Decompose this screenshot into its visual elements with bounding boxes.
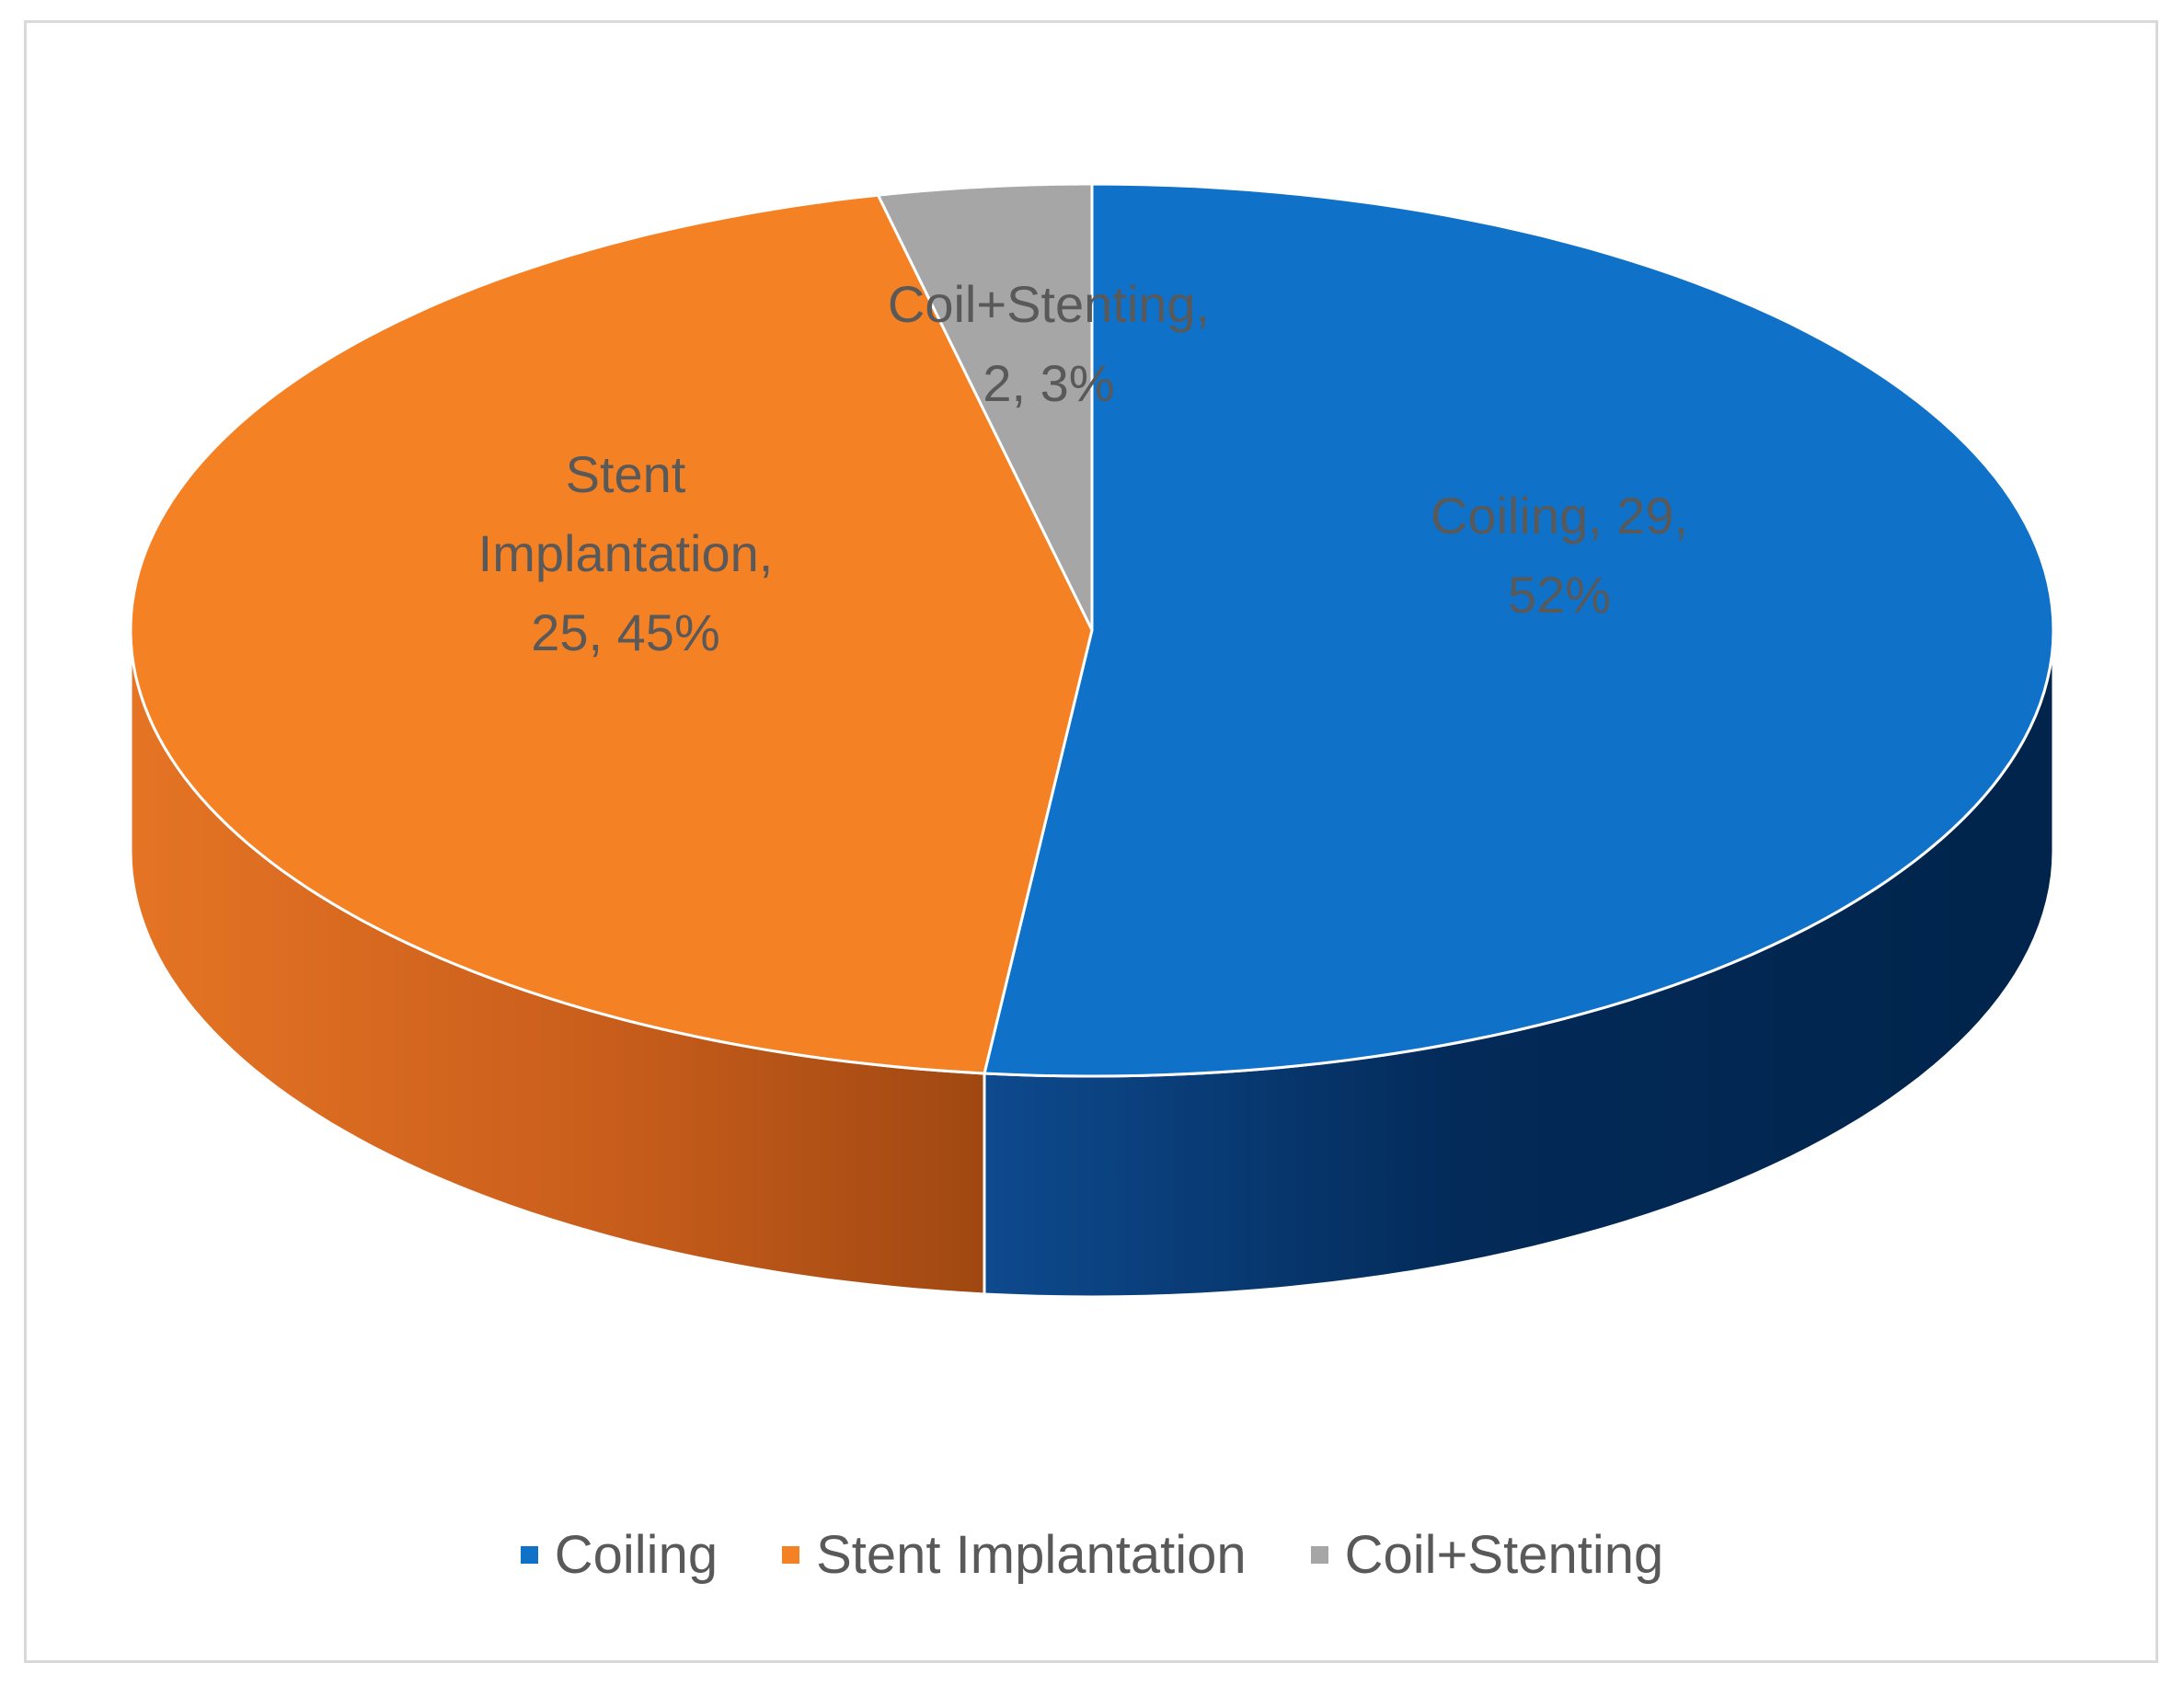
legend: Coiling Stent Implantation Coil+Stenting	[0, 1518, 2184, 1591]
data-label-line: Implantation,	[478, 524, 774, 582]
legend-item-coil-stenting: Coil+Stenting	[1310, 1524, 1664, 1586]
data-label-coil-stenting: Coil+Stenting, 2, 3%	[888, 275, 1210, 412]
legend-swatch-stent-implantation	[782, 1545, 800, 1564]
data-label-line: 2, 3%	[983, 354, 1114, 412]
legend-label-stent-implantation: Stent Implantation	[816, 1524, 1247, 1585]
legend-item-coiling: Coiling	[520, 1524, 718, 1586]
legend-label-coil-stenting: Coil+Stenting	[1344, 1524, 1664, 1585]
data-label-line: 25, 45%	[531, 603, 720, 661]
data-label-line: 52%	[1508, 566, 1611, 624]
legend-item-stent-implantation: Stent Implantation	[782, 1524, 1247, 1586]
legend-swatch-coil-stenting	[1310, 1545, 1328, 1564]
pie-top-face	[129, 182, 2055, 1078]
pie-slice-coiling	[983, 182, 2055, 1078]
data-label-line: Coil+Stenting,	[888, 275, 1210, 333]
legend-swatch-coiling	[520, 1545, 538, 1564]
pie-slice-stent-implantation	[129, 193, 1094, 1075]
pie-data-labels: Coiling, 29, 52% Stent Implantation, 25, 45%…	[478, 275, 1688, 661]
data-label-line: Stent	[566, 445, 686, 503]
data-label-coiling: Coiling, 29, 52%	[1431, 487, 1688, 624]
pie-slice-coil-stenting	[877, 182, 1094, 632]
data-label-stent-implantation: Stent Implantation, 25, 45%	[478, 445, 774, 661]
legend-label-coiling: Coiling	[554, 1524, 718, 1585]
data-label-line: Coiling, 29,	[1431, 487, 1688, 545]
